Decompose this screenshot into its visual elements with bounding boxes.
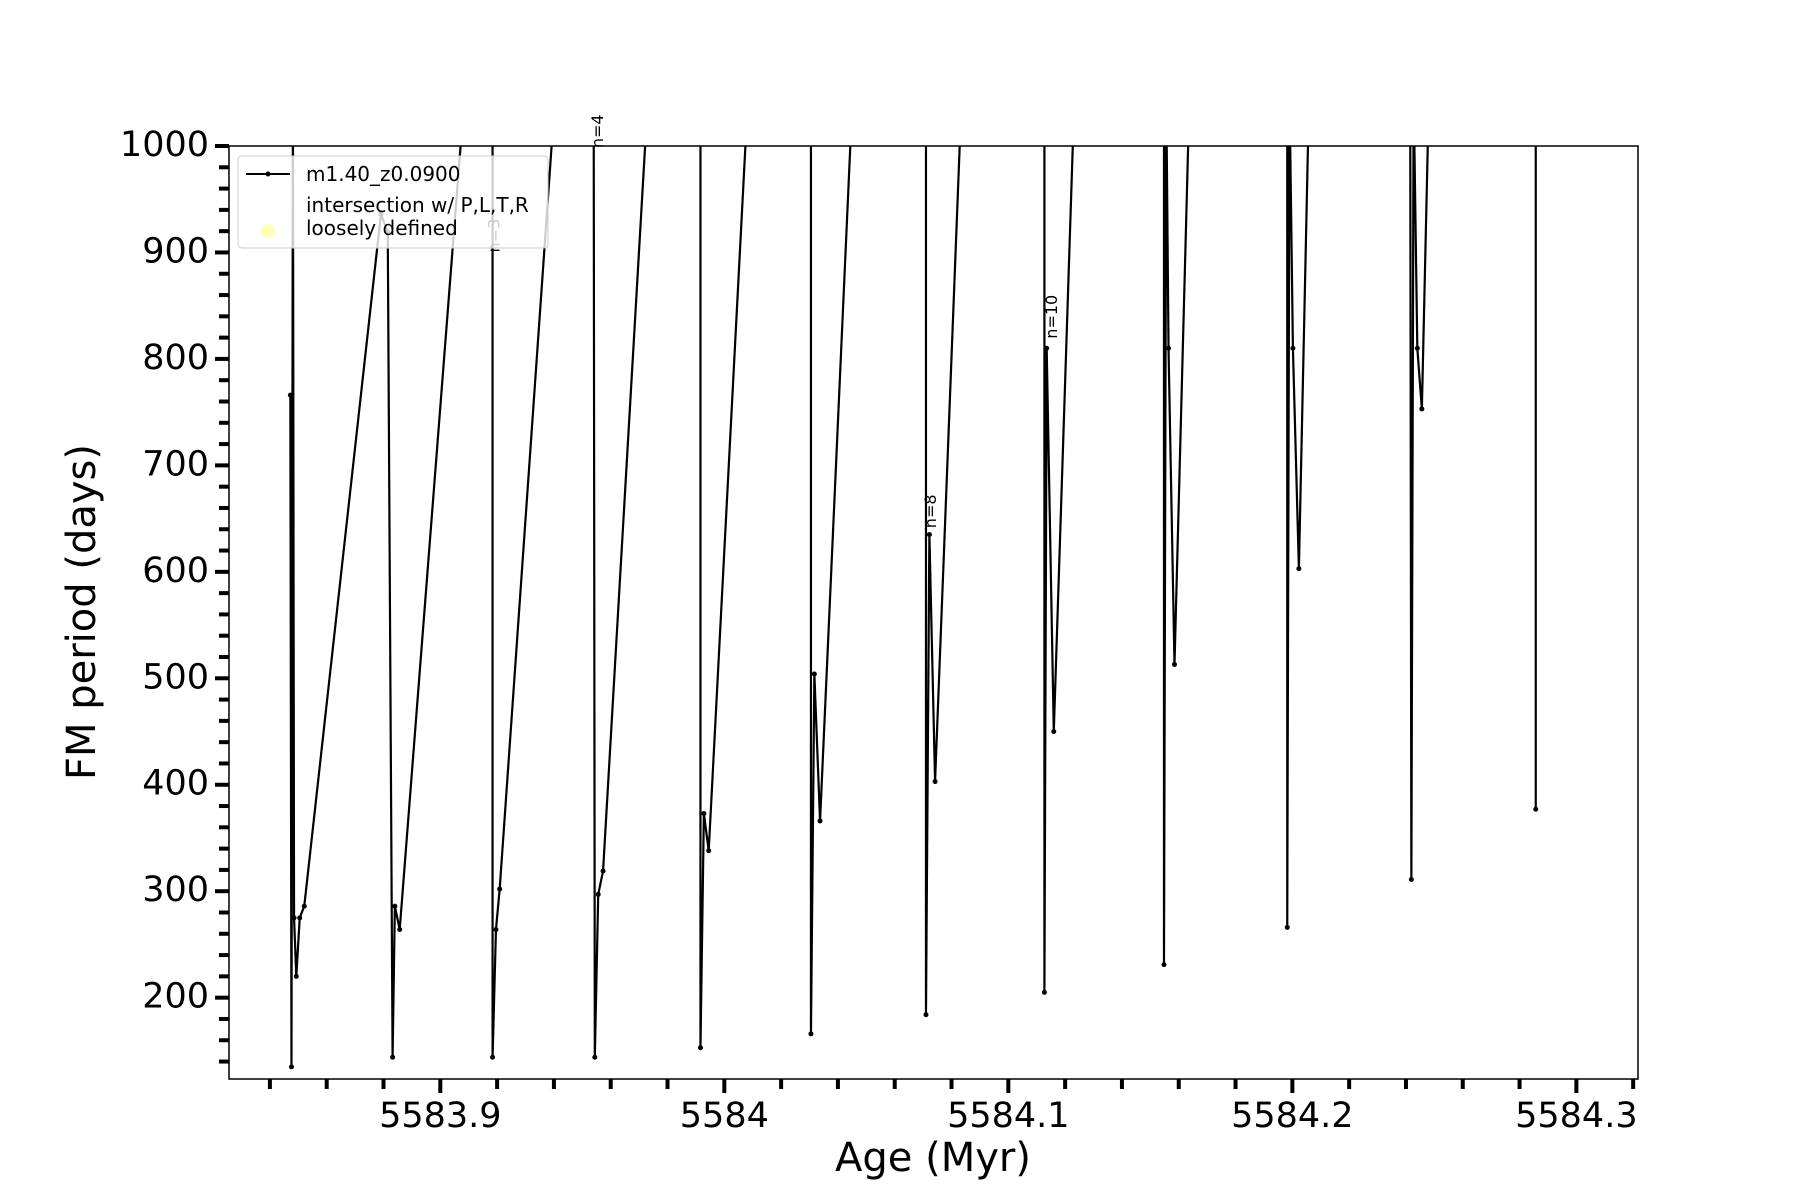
series-point bbox=[706, 848, 712, 854]
y-tick-label: 300 bbox=[142, 870, 209, 910]
series-point bbox=[293, 973, 299, 979]
x-tick-label: 5584.3 bbox=[1515, 1096, 1637, 1136]
y-tick-label: 200 bbox=[142, 977, 209, 1017]
legend-frame bbox=[237, 155, 549, 249]
series-point bbox=[595, 891, 601, 897]
series-point bbox=[1161, 90, 1166, 95]
plot-area bbox=[287, 90, 1539, 1070]
series-point bbox=[1051, 729, 1057, 735]
annotation: n=4 bbox=[588, 114, 607, 148]
series-point bbox=[1414, 345, 1420, 351]
y-tick-label: 500 bbox=[142, 657, 209, 697]
series-point bbox=[1411, 90, 1416, 95]
x-axis-label: Age (Myr) bbox=[835, 1135, 1031, 1181]
series-point bbox=[301, 903, 307, 909]
series-point bbox=[592, 1054, 598, 1060]
x-tick-label: 5584.1 bbox=[947, 1096, 1069, 1136]
series-point bbox=[1044, 345, 1050, 351]
series-point bbox=[1072, 90, 1077, 95]
x-tick-label: 5583.9 bbox=[379, 1096, 501, 1136]
series-point bbox=[591, 90, 596, 95]
plot-frame bbox=[228, 145, 1639, 1080]
series-point bbox=[1426, 90, 1431, 95]
series-point bbox=[1164, 90, 1169, 95]
series-point bbox=[1296, 566, 1302, 572]
x-tick-label: 5584.2 bbox=[1231, 1096, 1353, 1136]
series-point bbox=[462, 90, 467, 95]
series-point bbox=[490, 90, 495, 95]
series-point bbox=[1187, 90, 1192, 95]
series-point bbox=[493, 927, 499, 933]
series-point bbox=[646, 90, 651, 95]
series-point bbox=[808, 90, 813, 95]
y-tick-label: 900 bbox=[142, 231, 209, 271]
series-point bbox=[490, 1054, 496, 1060]
series-point bbox=[600, 868, 606, 874]
series-point bbox=[288, 1064, 294, 1070]
series-point bbox=[1408, 90, 1413, 95]
legend-label: m1.40_z0.0900 bbox=[306, 162, 461, 186]
series-point bbox=[553, 90, 558, 95]
series-point bbox=[697, 1045, 703, 1051]
series-point bbox=[746, 90, 751, 95]
series-point bbox=[392, 903, 398, 909]
series-point bbox=[850, 90, 855, 95]
series-point bbox=[297, 915, 303, 921]
y-tick-label: 800 bbox=[142, 338, 209, 378]
legend-label: intersection w/ P,L,T,R loosely defined bbox=[306, 193, 529, 240]
series-point bbox=[1419, 406, 1425, 412]
series-point bbox=[397, 927, 403, 933]
series-point bbox=[1533, 90, 1538, 95]
series-point bbox=[287, 392, 293, 398]
series-point bbox=[1287, 90, 1292, 95]
series-point bbox=[291, 915, 297, 921]
series-point bbox=[811, 671, 817, 677]
series-point bbox=[932, 779, 938, 785]
legend-marker bbox=[261, 224, 275, 238]
series-point bbox=[926, 532, 932, 538]
series-point bbox=[1307, 90, 1312, 95]
series-point bbox=[1285, 90, 1290, 95]
y-axis-label: FM period (days) bbox=[59, 444, 105, 780]
y-tick-label: 700 bbox=[142, 444, 209, 484]
legend-dot bbox=[265, 171, 271, 177]
series-point bbox=[390, 1054, 396, 1060]
series-point bbox=[1408, 876, 1414, 882]
series-point bbox=[923, 1012, 929, 1018]
series-point bbox=[1161, 962, 1167, 968]
y-tick-label: 1000 bbox=[120, 125, 209, 165]
series-point bbox=[701, 810, 707, 816]
series-point bbox=[1166, 345, 1172, 351]
y-tick-label: 400 bbox=[142, 764, 209, 804]
series-point bbox=[290, 90, 295, 95]
legend: m1.40_z0.0900 intersection w/ P,L,T,R loos… bbox=[237, 155, 549, 249]
series-point bbox=[1042, 90, 1047, 95]
series-point bbox=[817, 818, 823, 824]
series-point bbox=[1284, 924, 1290, 930]
x-tick-label: 5584 bbox=[680, 1096, 769, 1136]
series-point bbox=[923, 90, 928, 95]
annotation: n=10 bbox=[1042, 295, 1061, 339]
series-point bbox=[698, 90, 703, 95]
annotation: n=8 bbox=[921, 494, 940, 528]
series-point bbox=[959, 90, 964, 95]
series-point bbox=[808, 1031, 814, 1037]
series-point bbox=[1171, 661, 1177, 667]
y-tick-label: 600 bbox=[142, 551, 209, 591]
series-point bbox=[1290, 345, 1296, 351]
series-point bbox=[1041, 989, 1047, 995]
series-point bbox=[1533, 806, 1539, 812]
series-point bbox=[497, 886, 503, 892]
